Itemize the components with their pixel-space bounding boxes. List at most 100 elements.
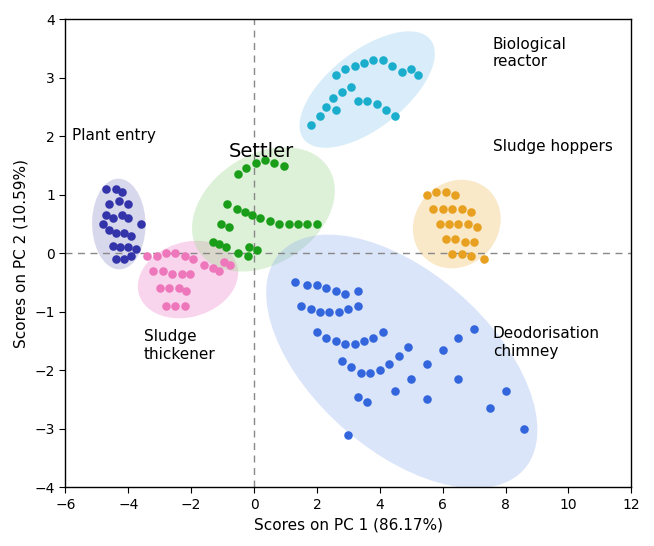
Point — [431, 187, 441, 196]
Point — [456, 250, 467, 259]
Point — [371, 100, 382, 109]
Point — [453, 219, 464, 228]
Point — [340, 290, 351, 299]
Text: Deodorisation
chimney: Deodorisation chimney — [493, 327, 600, 359]
Point — [406, 65, 417, 74]
Point — [438, 346, 448, 354]
Point — [135, 219, 146, 228]
Point — [255, 214, 266, 223]
Point — [274, 219, 284, 228]
Point — [170, 249, 181, 258]
Point — [264, 217, 275, 225]
Point — [104, 225, 114, 234]
Text: Settler: Settler — [229, 142, 294, 161]
Point — [368, 56, 379, 64]
Point — [148, 266, 159, 275]
Y-axis label: Scores on PC 2 (10.59%): Scores on PC 2 (10.59%) — [14, 159, 29, 348]
Point — [466, 208, 476, 217]
Text: Sludge
thickener: Sludge thickener — [144, 329, 216, 361]
Text: Sludge hoppers: Sludge hoppers — [493, 139, 613, 155]
Point — [403, 342, 413, 351]
Point — [244, 243, 254, 252]
Point — [443, 219, 454, 228]
Point — [173, 284, 184, 293]
Point — [177, 269, 187, 278]
Text: Plant entry: Plant entry — [72, 128, 156, 143]
Point — [252, 246, 262, 254]
Point — [478, 255, 489, 264]
Point — [390, 111, 401, 120]
Point — [118, 255, 129, 264]
Point — [343, 430, 354, 439]
Point — [315, 111, 325, 120]
Point — [459, 237, 470, 246]
Point — [450, 234, 460, 243]
Point — [321, 284, 332, 293]
Point — [324, 307, 335, 316]
Point — [225, 260, 235, 269]
Point — [456, 205, 467, 214]
Ellipse shape — [266, 235, 538, 488]
Point — [293, 219, 303, 228]
Point — [447, 250, 457, 259]
Point — [98, 219, 109, 228]
Point — [428, 205, 438, 214]
Point — [184, 269, 195, 278]
Point — [154, 284, 165, 293]
Point — [472, 223, 483, 232]
Point — [126, 252, 137, 260]
Point — [239, 208, 250, 217]
Point — [362, 398, 372, 407]
Point — [151, 252, 162, 260]
Point — [233, 170, 243, 179]
Point — [412, 70, 422, 79]
Point — [118, 228, 129, 237]
Point — [107, 214, 118, 223]
Point — [353, 301, 363, 310]
Point — [180, 301, 190, 310]
Point — [365, 369, 375, 377]
Point — [349, 340, 360, 348]
Point — [441, 234, 451, 243]
Point — [131, 244, 141, 253]
Point — [387, 62, 398, 70]
Point — [216, 219, 226, 228]
Point — [422, 395, 432, 404]
Point — [346, 82, 356, 91]
Point — [438, 205, 448, 214]
Point — [312, 328, 322, 336]
Point — [312, 219, 322, 228]
Point — [375, 366, 385, 375]
Point — [104, 199, 114, 208]
Point — [315, 307, 325, 316]
Point — [215, 266, 225, 275]
Point — [111, 185, 121, 193]
Point — [334, 307, 344, 316]
Point — [115, 243, 126, 252]
Point — [241, 164, 251, 173]
Point — [250, 158, 261, 167]
Point — [220, 243, 231, 252]
Point — [101, 185, 111, 193]
Point — [330, 70, 341, 79]
Point — [500, 387, 511, 395]
Point — [359, 59, 370, 68]
Point — [208, 237, 218, 246]
Point — [362, 97, 372, 105]
Point — [356, 369, 366, 377]
Point — [232, 205, 242, 214]
Point — [305, 305, 316, 313]
Point — [170, 301, 181, 310]
Ellipse shape — [192, 147, 335, 271]
Text: Biological
reactor: Biological reactor — [493, 37, 567, 69]
Point — [384, 360, 394, 369]
Point — [188, 255, 198, 264]
Point — [219, 258, 230, 266]
Point — [111, 255, 121, 264]
Point — [330, 336, 341, 345]
Point — [340, 65, 351, 74]
Point — [222, 199, 233, 208]
Point — [485, 404, 495, 413]
Point — [180, 252, 190, 260]
Point — [321, 103, 332, 111]
